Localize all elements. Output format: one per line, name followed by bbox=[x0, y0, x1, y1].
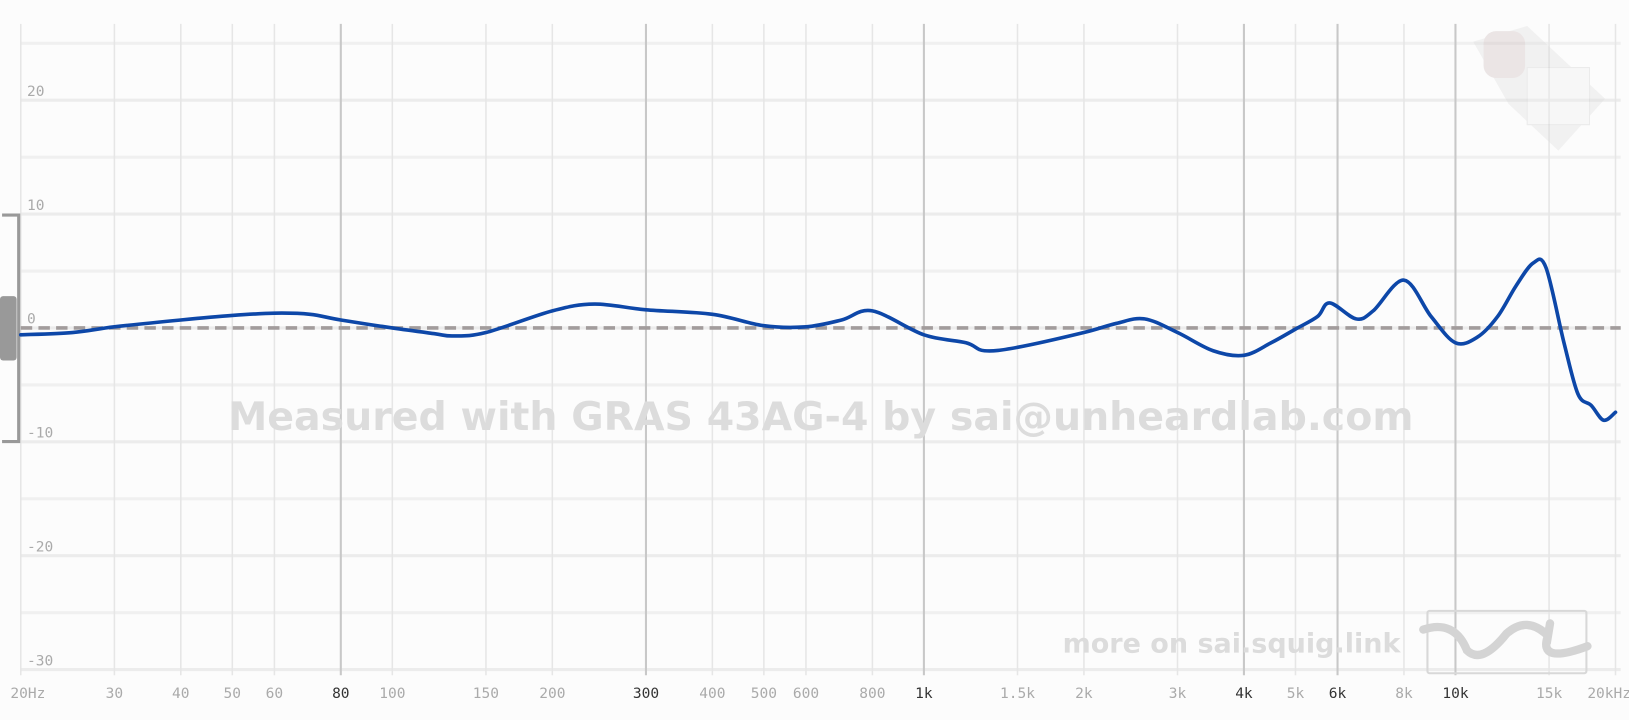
x-tick-label: 30 bbox=[106, 686, 124, 702]
x-tick-label: 80 bbox=[332, 686, 350, 702]
y-tick-label: -30 bbox=[27, 653, 53, 669]
y-tick-label: 10 bbox=[27, 198, 44, 214]
device-logo bbox=[1473, 25, 1606, 151]
x-tick-label: 40 bbox=[172, 686, 190, 702]
x-tick-label: 10k bbox=[1442, 686, 1468, 702]
x-tick-label: 60 bbox=[266, 686, 283, 702]
squig-logo bbox=[1419, 609, 1592, 675]
x-tick-label: 2k bbox=[1075, 686, 1093, 702]
watermark: Measured with GRAS 43AG-4 by sai@unheard… bbox=[228, 394, 1413, 440]
plot bbox=[18, 257, 1621, 423]
y-tick-label: -20 bbox=[27, 539, 53, 555]
x-tick-label: 400 bbox=[699, 686, 725, 702]
x-tick-label: 600 bbox=[793, 686, 819, 702]
x-tick-label: 5k bbox=[1287, 686, 1305, 702]
x-tick-label: 50 bbox=[224, 686, 242, 702]
link-text[interactable]: more on sai.squig.link bbox=[1063, 629, 1402, 660]
x-tick-label: 200 bbox=[539, 686, 565, 702]
y-tick-label: 20 bbox=[27, 84, 44, 100]
x-tick-label: 6k bbox=[1329, 686, 1347, 702]
x-tick-label: 500 bbox=[751, 686, 777, 702]
x-tick-label: 3k bbox=[1169, 686, 1187, 702]
x-tick-label: 100 bbox=[379, 686, 405, 702]
x-tick-label: 1k bbox=[915, 686, 933, 702]
x-tick-label: 15k bbox=[1536, 686, 1562, 702]
x-tick-label: 300 bbox=[633, 686, 659, 702]
y-tick-label: -10 bbox=[27, 426, 53, 442]
x-tick-label: 20Hz bbox=[10, 686, 45, 702]
frequency-response-line bbox=[18, 257, 1618, 423]
x-tick-label: 800 bbox=[859, 686, 885, 702]
x-tick-label: 8k bbox=[1395, 686, 1413, 702]
x-tick-label: 20kHz bbox=[1587, 686, 1629, 702]
left-handle bbox=[0, 213, 21, 444]
y-tick-label: 0 bbox=[27, 312, 36, 328]
x-tick-label: 150 bbox=[473, 686, 499, 702]
x-tick-label: 1.5k bbox=[1000, 686, 1035, 702]
x-tick-label: 4k bbox=[1235, 686, 1253, 702]
